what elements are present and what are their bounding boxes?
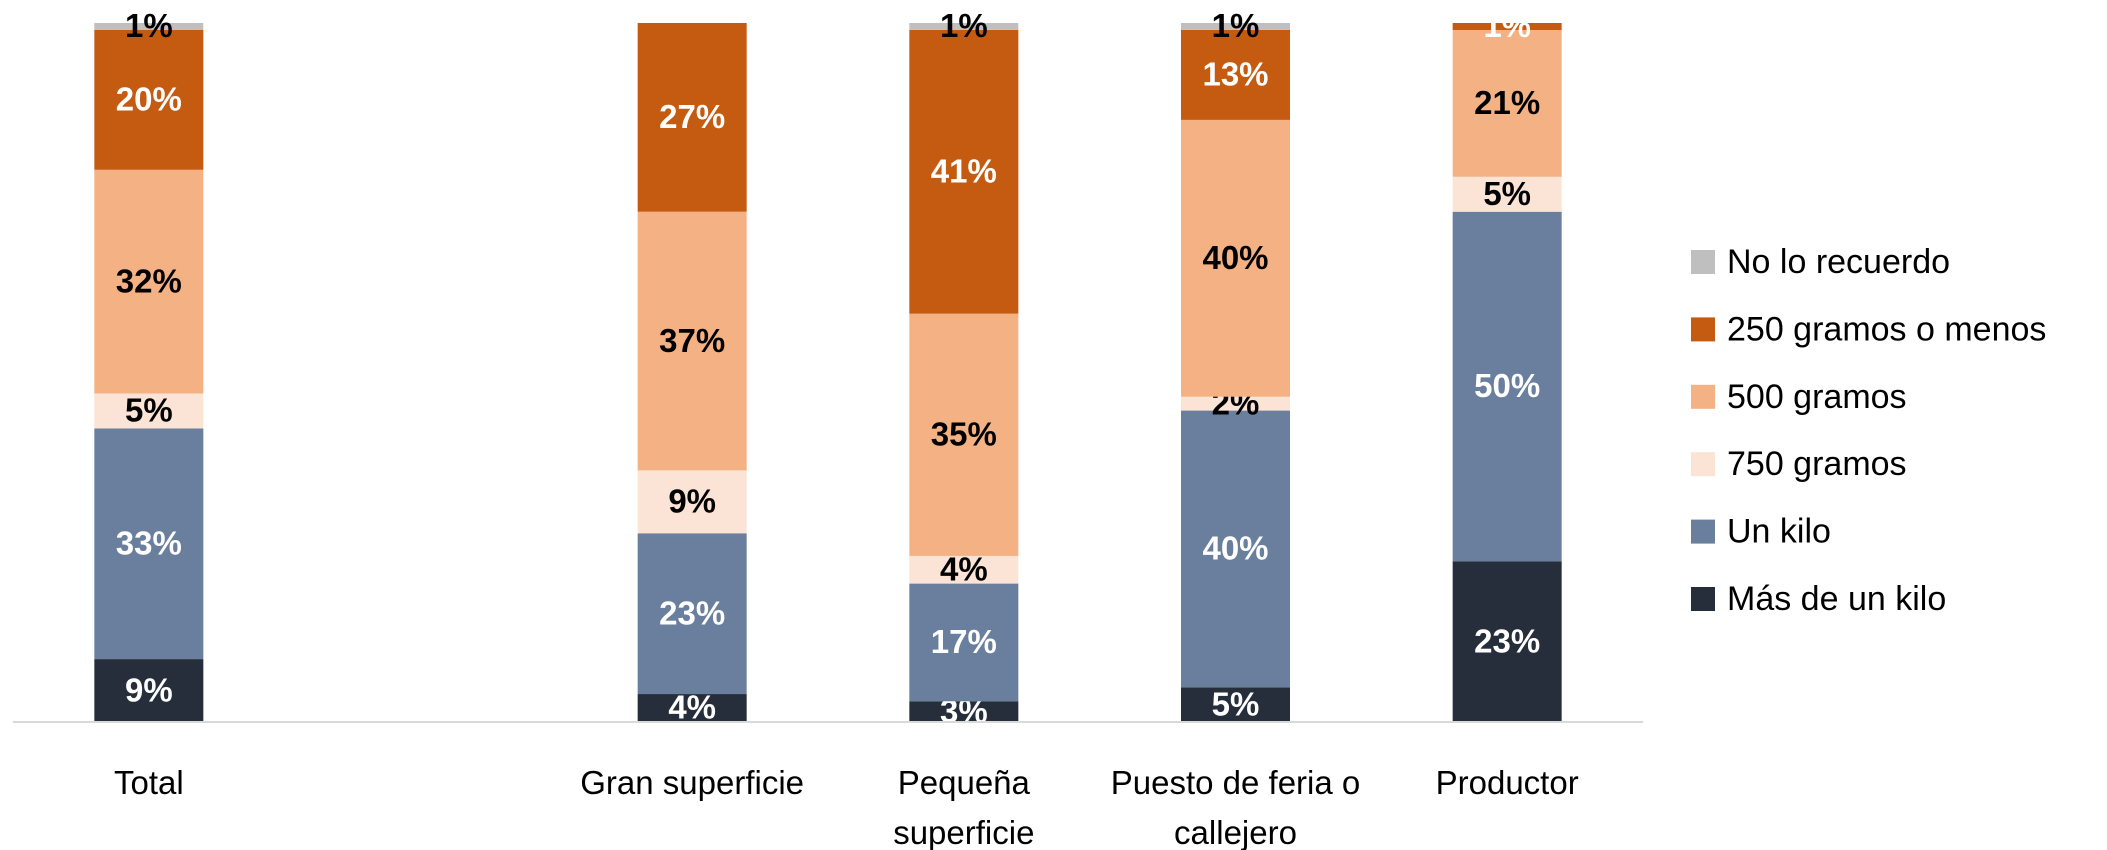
- legend-swatch: [1691, 519, 1715, 544]
- bar-segment: [1181, 687, 1290, 722]
- bar-segment: [1452, 23, 1562, 30]
- legend-label: 250 gramos o menos: [1727, 310, 2046, 348]
- data-label: 5%: [125, 392, 173, 429]
- data-label: 13%: [1202, 56, 1268, 93]
- x-tick-label: Puesto de feria o callejero: [1110, 764, 1361, 850]
- data-label: 33%: [116, 524, 182, 561]
- data-label: 1%: [1212, 7, 1260, 44]
- data-label: 1%: [125, 7, 173, 44]
- bar-segment: [1181, 119, 1290, 397]
- data-label: 27%: [659, 98, 725, 135]
- legend-label: Un kilo: [1727, 513, 1831, 551]
- data-label: 23%: [659, 594, 725, 631]
- bar-segment: [94, 659, 204, 722]
- data-label: 40%: [1202, 239, 1268, 276]
- data-label: 1%: [1483, 7, 1531, 44]
- data-label: 37%: [659, 322, 725, 359]
- bar-segment: [1452, 211, 1562, 562]
- bar-segment: [1452, 561, 1562, 722]
- legend-swatch: [1691, 384, 1715, 409]
- legend-swatch: [1691, 452, 1715, 477]
- bar-segment: [94, 23, 204, 30]
- data-label: 9%: [125, 671, 173, 708]
- bar-segment: [637, 470, 747, 534]
- legend-swatch: [1691, 317, 1715, 342]
- bar-segment: [1181, 410, 1290, 688]
- data-label: 35%: [931, 416, 997, 453]
- bar-segment: [1181, 396, 1290, 411]
- x-tick-label: Total: [113, 764, 184, 801]
- data-label: 5%: [1212, 685, 1260, 722]
- data-label: 21%: [1474, 84, 1540, 121]
- bar-segment: [94, 29, 204, 170]
- data-label: 1%: [940, 7, 988, 44]
- data-label: 4%: [940, 550, 988, 587]
- x-tick-label: Productor: [1435, 764, 1579, 801]
- data-label: 5%: [1483, 175, 1531, 212]
- data-label: 17%: [931, 623, 997, 660]
- bar-segment: [1452, 176, 1562, 212]
- bar-segment: [909, 23, 1019, 30]
- legend-label: Más de un kilo: [1727, 580, 1946, 618]
- bar-segment: [637, 211, 747, 471]
- bar-segment: [909, 583, 1019, 702]
- bar-segment: [637, 533, 747, 695]
- x-tick-label: Gran superficie: [580, 764, 805, 801]
- bar-segment: [1452, 29, 1562, 177]
- bar-segment: [1181, 29, 1290, 120]
- bar-segment: [909, 29, 1019, 314]
- bar-segment: [94, 169, 204, 394]
- legend-swatch: [1691, 250, 1715, 274]
- bar-segment: [909, 701, 1019, 722]
- bar-segment: [637, 694, 747, 722]
- x-tick-label: Pequeña superficie: [893, 764, 1035, 850]
- bar-segment: [909, 555, 1019, 584]
- data-label: 41%: [931, 153, 997, 190]
- bar-segment: [1181, 23, 1290, 30]
- data-label: 20%: [116, 81, 182, 118]
- bar-segment: [637, 23, 747, 212]
- data-label: 23%: [1474, 622, 1540, 659]
- data-label: 50%: [1474, 367, 1540, 404]
- legend-label: No lo recuerdo: [1727, 243, 1950, 281]
- legend-label: 500 gramos: [1727, 378, 1907, 416]
- bar-segment: [94, 393, 204, 429]
- bar-segment: [909, 313, 1019, 556]
- data-label: 4%: [668, 689, 716, 726]
- data-label: 32%: [116, 262, 182, 299]
- bar-segment: [94, 428, 204, 660]
- legend-swatch: [1691, 587, 1715, 611]
- data-label: 9%: [668, 483, 716, 520]
- data-label: 40%: [1202, 530, 1268, 567]
- legend-label: 750 gramos: [1727, 445, 1907, 483]
